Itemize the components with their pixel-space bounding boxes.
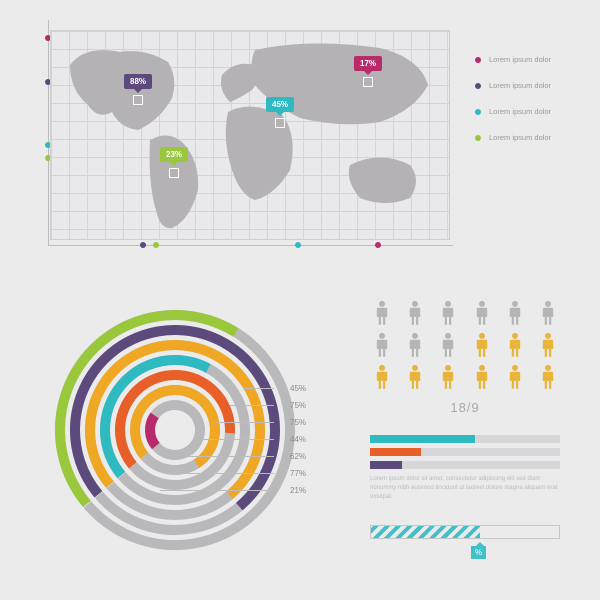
progress-marker-icon: % xyxy=(476,538,484,546)
radial-ring-label: 77% xyxy=(290,469,306,478)
person-icon xyxy=(475,364,489,390)
person-icon xyxy=(441,300,455,326)
map-pin: 17% xyxy=(354,56,382,87)
radial-ring-value: 62% xyxy=(290,448,306,465)
map-axis-x xyxy=(48,245,453,246)
progress-track: % xyxy=(370,525,560,539)
legend-item: Lorem ipsum dolor xyxy=(475,55,551,64)
person-icon xyxy=(508,364,522,390)
person-icon xyxy=(375,364,389,390)
bar-track xyxy=(370,461,560,469)
progress-bar: % xyxy=(370,525,560,539)
leader-line xyxy=(202,439,274,440)
person-icon xyxy=(441,364,455,390)
people-pictogram: 18/9 xyxy=(370,300,560,415)
leader-line xyxy=(160,490,274,491)
person-icon xyxy=(475,300,489,326)
world-map-panel: 88% 45% 17% 23% xyxy=(50,30,450,240)
map-pin-label: 45% xyxy=(266,97,294,112)
radial-value-labels: 45% 75% 75% 44% 62% 77% 21% xyxy=(290,380,306,499)
map-pin-label: 88% xyxy=(124,74,152,89)
map-pin-label: 23% xyxy=(160,147,188,162)
legend-text: Lorem ipsum dolor xyxy=(489,55,551,64)
axis-dot xyxy=(140,242,146,248)
legend-text: Lorem ipsum dolor xyxy=(489,81,551,90)
legend-dot-icon xyxy=(475,135,481,141)
person-icon xyxy=(408,332,422,358)
leader-line xyxy=(188,456,274,457)
radial-ring-value: 75% xyxy=(290,397,306,414)
map-pin-label: 17% xyxy=(354,56,382,71)
legend-dot-icon xyxy=(475,57,481,63)
leader-line xyxy=(174,473,274,474)
bars-caption: Lorem ipsum dolor sit amet, consectetur … xyxy=(370,475,560,502)
bar-track xyxy=(370,435,560,443)
person-icon xyxy=(541,332,555,358)
legend-dot-icon xyxy=(475,109,481,115)
radial-ring-value: 77% xyxy=(290,465,306,482)
map-axis-y xyxy=(48,20,49,245)
person-icon xyxy=(375,332,389,358)
legend-dot-icon xyxy=(475,83,481,89)
progress-fill xyxy=(371,526,480,538)
bar-track xyxy=(370,448,560,456)
legend-item: Lorem ipsum dolor xyxy=(475,133,551,142)
person-icon xyxy=(408,300,422,326)
radial-ring-label: 75% xyxy=(290,418,306,427)
radial-ring-value: 75% xyxy=(290,414,306,431)
map-legend: Lorem ipsum dolor Lorem ipsum dolor Lorem … xyxy=(475,55,551,142)
radial-chart xyxy=(45,300,305,560)
legend-text: Lorem ipsum dolor xyxy=(489,107,551,116)
person-icon xyxy=(508,300,522,326)
radial-ring-value: 45% xyxy=(290,380,306,397)
axis-dot xyxy=(153,242,159,248)
bar-fill xyxy=(370,435,475,443)
person-icon xyxy=(408,364,422,390)
radial-ring-label: 44% xyxy=(290,435,306,444)
leader-line xyxy=(244,388,274,389)
radial-ring-label: 62% xyxy=(290,452,306,461)
person-icon xyxy=(541,300,555,326)
radial-ring-label: 45% xyxy=(290,384,306,393)
map-pin: 45% xyxy=(266,97,294,128)
person-icon xyxy=(475,332,489,358)
person-icon xyxy=(441,332,455,358)
radial-ring-label: 21% xyxy=(290,486,306,495)
bar-fill xyxy=(370,448,421,456)
axis-dot xyxy=(375,242,381,248)
people-ratio: 18/9 xyxy=(370,400,560,415)
horizontal-bars: Lorem ipsum dolor sit amet, consectetur … xyxy=(370,435,560,502)
person-icon xyxy=(508,332,522,358)
radial-ring-value: 21% xyxy=(290,482,306,499)
legend-item: Lorem ipsum dolor xyxy=(475,107,551,116)
legend-text: Lorem ipsum dolor xyxy=(489,133,551,142)
map-pin: 23% xyxy=(160,147,188,178)
radial-ring-label: 75% xyxy=(290,401,306,410)
progress-value: % xyxy=(471,546,486,559)
leader-line xyxy=(216,422,274,423)
leader-line xyxy=(230,405,274,406)
map-pin: 88% xyxy=(124,74,152,105)
person-icon xyxy=(375,300,389,326)
bar-fill xyxy=(370,461,402,469)
person-icon xyxy=(541,364,555,390)
radial-ring-value: 44% xyxy=(290,431,306,448)
legend-item: Lorem ipsum dolor xyxy=(475,81,551,90)
world-map xyxy=(50,30,450,240)
axis-dot xyxy=(295,242,301,248)
